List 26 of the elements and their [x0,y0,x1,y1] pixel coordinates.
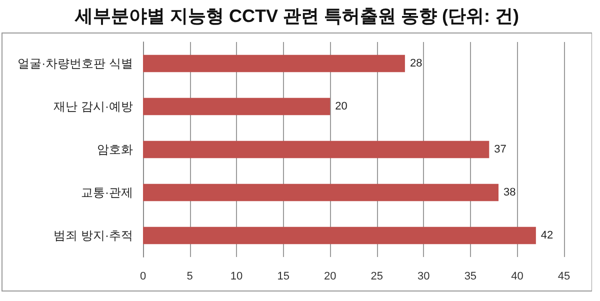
x-tick-label: 45 [558,270,570,282]
bar [143,98,330,116]
x-tick-label: 25 [370,270,384,282]
x-tick-label: 40 [511,270,524,282]
bar [143,54,405,72]
x-tick-label: 5 [186,270,193,282]
data-label: 37 [494,144,506,156]
data-label: 42 [540,230,554,242]
chart-title: 세부분야별 지능형 CCTV 관련 특허출원 동향 (단위: 건) [74,6,519,26]
y-tick-label: 교통·관제 [81,186,133,200]
data-label: 20 [335,100,348,112]
x-tick-label: 35 [464,270,477,282]
y-tick-label: 범죄 방지·추적 [54,228,133,242]
bar [143,226,536,244]
data-label: 28 [410,58,422,70]
x-tick-label: 0 [140,270,146,282]
bar [143,184,499,202]
y-tick-label: 얼굴·차량번호판 식별 [18,56,133,70]
bar [143,140,490,158]
x-tick-label: 20 [324,270,336,282]
x-tick-label: 10 [230,270,243,282]
y-tick-label: 재난 감시·예방 [54,100,133,114]
y-tick-label: 암호화 [97,142,133,156]
data-label: 38 [504,186,516,198]
x-tick-label: 15 [277,270,290,282]
x-tick-label: 30 [418,270,430,282]
